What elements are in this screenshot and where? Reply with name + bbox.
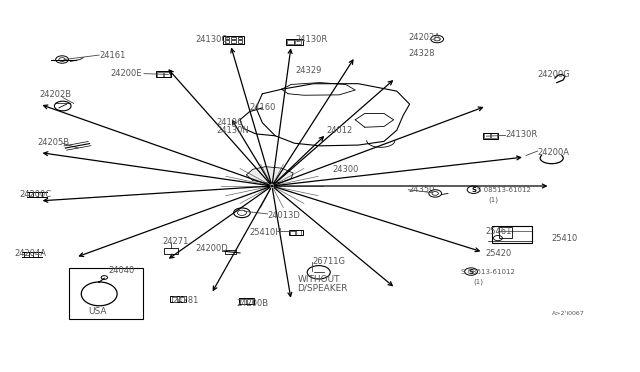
- Bar: [499, 227, 512, 238]
- Text: 24202A: 24202A: [408, 33, 440, 42]
- Bar: [170, 296, 186, 302]
- Text: 24204A: 24204A: [14, 249, 46, 258]
- Text: 24200D: 24200D: [195, 244, 228, 253]
- Text: 24012: 24012: [326, 126, 353, 135]
- Bar: [240, 299, 246, 304]
- Text: 24200C: 24200C: [19, 190, 51, 199]
- Bar: [69, 268, 143, 319]
- Text: 24200A: 24200A: [538, 148, 570, 157]
- Bar: [287, 39, 294, 44]
- Bar: [238, 36, 243, 39]
- Bar: [484, 133, 490, 138]
- Bar: [289, 230, 303, 235]
- Bar: [172, 297, 177, 302]
- Bar: [286, 39, 303, 45]
- Bar: [225, 36, 230, 39]
- Text: S 08513-61012: S 08513-61012: [461, 269, 515, 275]
- Bar: [223, 35, 244, 44]
- Text: 24328: 24328: [408, 49, 435, 58]
- Text: 24281: 24281: [173, 296, 199, 305]
- Text: 24271: 24271: [162, 237, 188, 246]
- Text: S 08513-61012: S 08513-61012: [477, 187, 531, 193]
- Bar: [296, 230, 301, 234]
- Bar: [179, 297, 184, 302]
- Bar: [491, 133, 497, 138]
- Text: S: S: [468, 269, 474, 275]
- Bar: [492, 226, 532, 243]
- Text: 26711G: 26711G: [312, 257, 346, 266]
- Text: 24196: 24196: [216, 118, 243, 126]
- Bar: [164, 72, 170, 77]
- Text: USA: USA: [88, 307, 107, 316]
- Text: 25410H: 25410H: [250, 228, 282, 237]
- Text: 24161: 24161: [99, 51, 125, 60]
- Bar: [232, 40, 236, 43]
- Text: WITHOUT: WITHOUT: [298, 275, 340, 283]
- Text: A>2'i0067: A>2'i0067: [552, 311, 584, 316]
- Text: 24300: 24300: [333, 165, 359, 174]
- Text: 24202B: 24202B: [40, 90, 72, 99]
- Text: 24200G: 24200G: [538, 70, 570, 79]
- Text: 24350: 24350: [408, 185, 435, 194]
- Text: 25420: 25420: [485, 249, 511, 258]
- Text: (1): (1): [488, 197, 499, 203]
- Bar: [295, 39, 301, 44]
- Text: 24040: 24040: [109, 266, 135, 275]
- Bar: [157, 72, 163, 77]
- Bar: [238, 40, 243, 43]
- Text: D/SPEAKER: D/SPEAKER: [298, 284, 348, 293]
- Text: 24013D: 24013D: [268, 211, 300, 219]
- Bar: [225, 40, 230, 43]
- Text: 24130R: 24130R: [506, 130, 538, 139]
- Bar: [239, 298, 254, 304]
- Text: 24130Q: 24130Q: [195, 35, 228, 44]
- Text: 25410: 25410: [552, 234, 578, 243]
- Bar: [232, 36, 236, 39]
- Text: S: S: [471, 187, 476, 193]
- Text: 24130N: 24130N: [216, 126, 249, 135]
- Text: 24329: 24329: [296, 66, 322, 75]
- Polygon shape: [246, 167, 293, 183]
- Text: 24200B: 24200B: [237, 299, 269, 308]
- Text: 24130R: 24130R: [296, 35, 328, 44]
- Bar: [225, 250, 236, 254]
- Bar: [156, 71, 171, 77]
- Text: 24205B: 24205B: [37, 138, 69, 147]
- Text: 24160: 24160: [250, 103, 276, 112]
- Bar: [483, 132, 498, 139]
- Bar: [290, 230, 295, 234]
- Text: 25461: 25461: [485, 227, 511, 236]
- Text: 24200E: 24200E: [111, 69, 142, 78]
- Text: (1): (1): [474, 279, 484, 285]
- Bar: [247, 299, 253, 304]
- Bar: [164, 248, 178, 254]
